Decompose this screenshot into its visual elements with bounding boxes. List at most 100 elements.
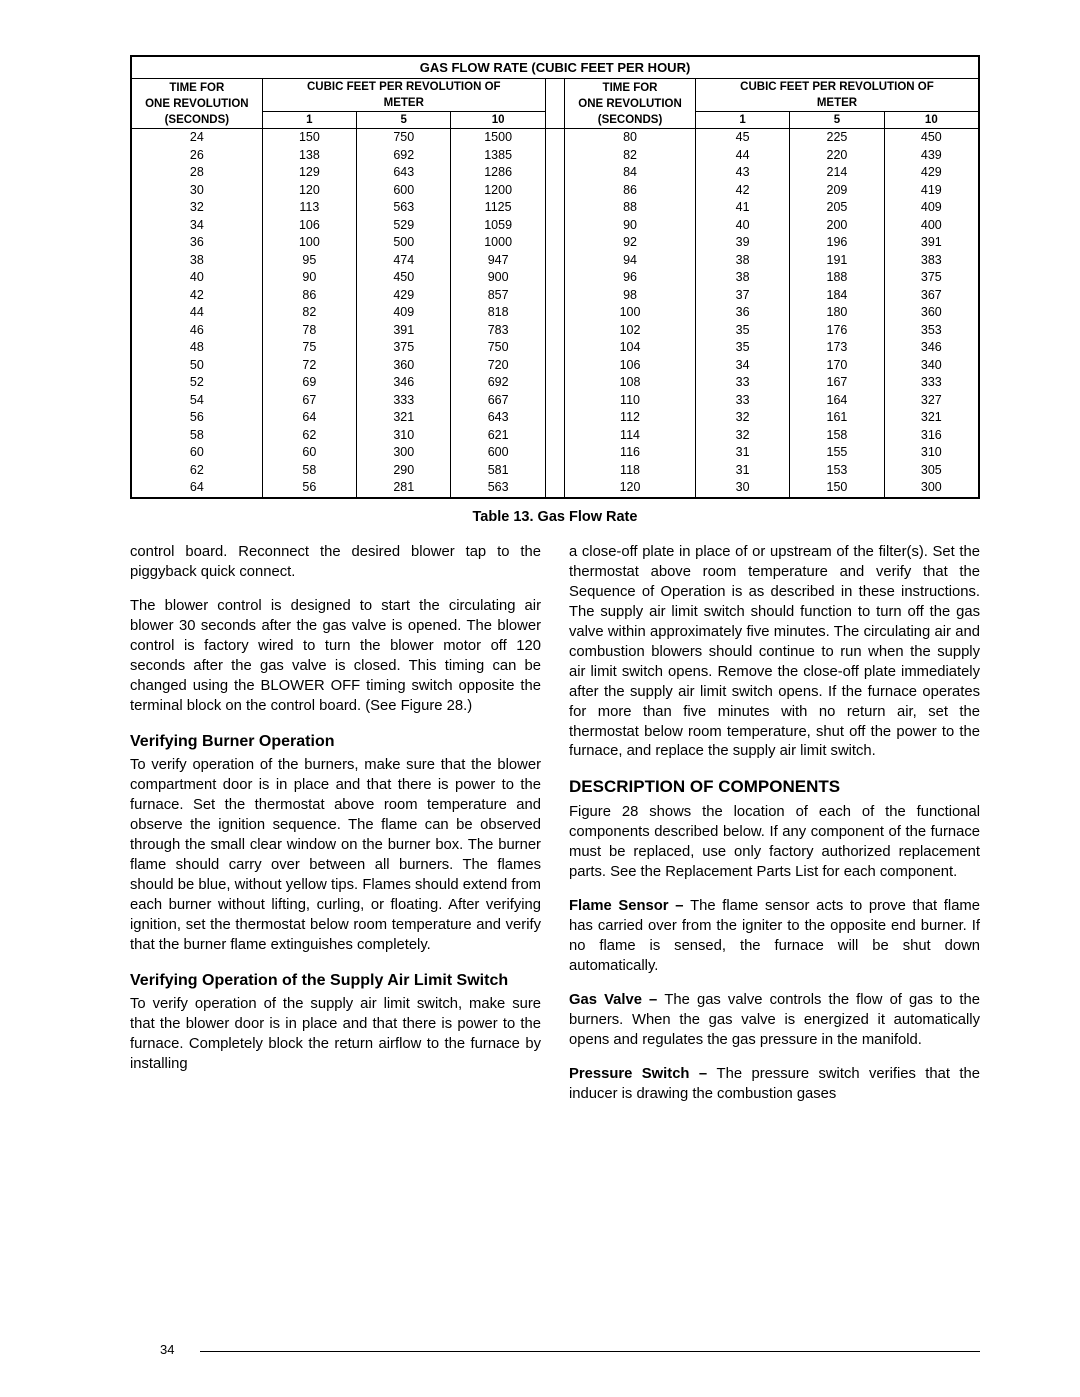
time-header-r2: ONE REVOLUTION (578, 98, 682, 110)
meter-col-r0: 1 (695, 112, 789, 129)
table-cell: 563 (357, 199, 451, 217)
table-cell: 180 (790, 304, 884, 322)
table-cell: 58 (132, 427, 262, 445)
time-header-l3: (SECONDS) (165, 114, 230, 126)
table-cell: 82 (262, 304, 356, 322)
table-row: 3211356311258841205409 (132, 199, 978, 217)
table-cell: 50 (132, 357, 262, 375)
table-cell: 112 (565, 409, 696, 427)
table-cell (545, 287, 564, 305)
table-cell (545, 304, 564, 322)
meter-col-l0: 1 (262, 112, 356, 129)
table-cell: 439 (884, 147, 978, 165)
table-cell: 360 (357, 357, 451, 375)
table-cell: 64 (262, 409, 356, 427)
table-cell: 191 (790, 252, 884, 270)
table-cell: 164 (790, 392, 884, 410)
table-cell: 170 (790, 357, 884, 375)
table-cell: 41 (695, 199, 789, 217)
table-cell: 113 (262, 199, 356, 217)
table-cell: 35 (695, 322, 789, 340)
table-cell (545, 269, 564, 287)
table-cell: 209 (790, 182, 884, 200)
table-cell: 300 (357, 444, 451, 462)
table-cell: 333 (884, 374, 978, 392)
table-cell: 129 (262, 164, 356, 182)
table-cell: 64 (132, 479, 262, 497)
table-cell: 290 (357, 462, 451, 480)
table-cell: 38 (132, 252, 262, 270)
table-cell (545, 129, 564, 147)
meter-col-l2: 10 (451, 112, 545, 129)
table-cell: 86 (565, 182, 696, 200)
table-row: 546733366711033164327 (132, 392, 978, 410)
table-cell: 563 (451, 479, 545, 497)
table-cell: 56 (262, 479, 356, 497)
table-cell: 78 (262, 322, 356, 340)
table-cell: 214 (790, 164, 884, 182)
table-cell: 31 (695, 462, 789, 480)
pressure-switch-label: Pressure Switch – (569, 1066, 717, 1082)
table-cell: 667 (451, 392, 545, 410)
table-cell: 102 (565, 322, 696, 340)
page: GAS FLOW RATE (CUBIC FEET PER HOUR) TIME… (0, 0, 1080, 1397)
table-cell: 383 (884, 252, 978, 270)
table-cell: 310 (357, 427, 451, 445)
table-cell: 38 (695, 269, 789, 287)
table-cell: 429 (884, 164, 978, 182)
table-row: 2415075015008045225450 (132, 129, 978, 147)
table-cell: 28 (132, 164, 262, 182)
table-cell: 375 (357, 339, 451, 357)
table-row: 606030060011631155310 (132, 444, 978, 462)
table-cell: 419 (884, 182, 978, 200)
para-pressure: Pressure Switch – The pressure switch ve… (569, 1065, 980, 1105)
table-cell: 321 (884, 409, 978, 427)
flame-sensor-label: Flame Sensor – (569, 898, 690, 914)
table-cell: 720 (451, 357, 545, 375)
table-row: 625829058111831153305 (132, 462, 978, 480)
table-cell: 46 (132, 322, 262, 340)
table-cell: 429 (357, 287, 451, 305)
table-cell: 1500 (451, 129, 545, 147)
table-cell: 90 (262, 269, 356, 287)
heading-burner-op: Verifying Burner Operation (130, 731, 541, 753)
table-cell: 32 (132, 199, 262, 217)
right-column: a close-off plate in place of or upstrea… (569, 543, 980, 1119)
table-cell: 643 (451, 409, 545, 427)
table-cell: 54 (132, 392, 262, 410)
text-columns: control board. Reconnect the desired blo… (130, 543, 980, 1119)
table-cell: 173 (790, 339, 884, 357)
table-cell (545, 147, 564, 165)
table-row: 38954749479438191383 (132, 252, 978, 270)
left-column: control board. Reconnect the desired blo… (130, 543, 541, 1119)
heading-supply-air: Verifying Operation of the Supply Air Li… (130, 970, 541, 992)
table-cell: 692 (451, 374, 545, 392)
table-cell: 36 (695, 304, 789, 322)
table-cell: 621 (451, 427, 545, 445)
heading-components: DESCRIPTION OF COMPONENTS (569, 776, 980, 799)
table-cell: 116 (565, 444, 696, 462)
table-cell: 400 (884, 217, 978, 235)
table-row: 2812964312868443214429 (132, 164, 978, 182)
table-cell: 38 (695, 252, 789, 270)
table-cell: 1385 (451, 147, 545, 165)
table-cell: 1286 (451, 164, 545, 182)
table-cell: 82 (565, 147, 696, 165)
table-cell: 155 (790, 444, 884, 462)
para-l4: To verify operation of the supply air li… (130, 995, 541, 1075)
table-cell: 40 (132, 269, 262, 287)
table-cell (545, 462, 564, 480)
table-cell: 346 (357, 374, 451, 392)
table-cell (545, 357, 564, 375)
footer-rule (200, 1351, 980, 1352)
para-gas: Gas Valve – The gas valve controls the f… (569, 991, 980, 1051)
table-cell: 100 (565, 304, 696, 322)
table-cell: 500 (357, 234, 451, 252)
table-cell: 225 (790, 129, 884, 147)
table-cell: 857 (451, 287, 545, 305)
table-cell: 86 (262, 287, 356, 305)
table-cell: 80 (565, 129, 696, 147)
table-cell: 353 (884, 322, 978, 340)
table-cell: 205 (790, 199, 884, 217)
table-cell: 391 (884, 234, 978, 252)
